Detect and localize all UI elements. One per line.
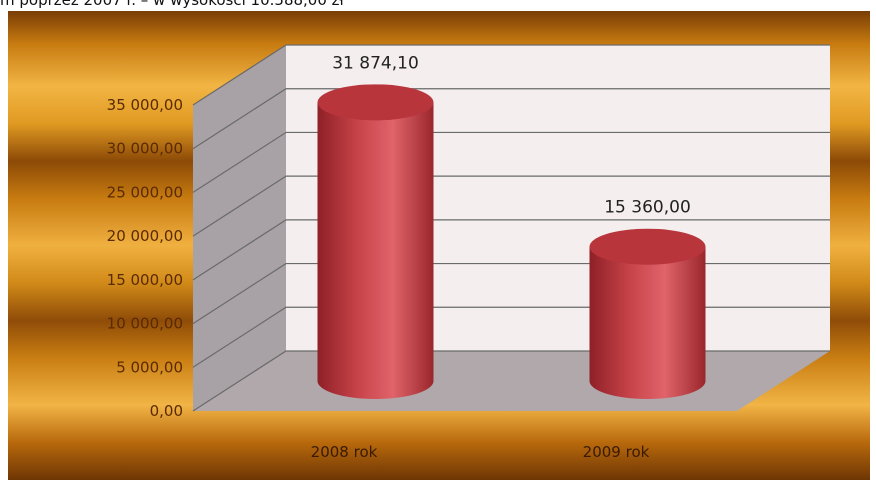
x-tick-label: 2008 rok xyxy=(311,443,378,461)
caption-fragment: m poprzez 2007 r. – w wysokości 10.588,0… xyxy=(0,0,344,9)
y-tick-label: 10 000,00 xyxy=(107,315,183,333)
side-wall xyxy=(193,45,286,411)
y-tick-label: 0,00 xyxy=(150,402,183,420)
y-tick-label: 15 000,00 xyxy=(107,271,183,289)
gridline xyxy=(192,88,830,150)
bar-1 xyxy=(317,84,434,400)
gridline xyxy=(192,131,830,193)
floor xyxy=(193,351,830,411)
y-tick-label: 35 000,00 xyxy=(107,96,183,114)
bar-body xyxy=(589,246,706,399)
x-tick-label: 2009 rok xyxy=(583,443,650,461)
y-tick-label: 5 000,00 xyxy=(116,358,183,376)
y-tick-label: 30 000,00 xyxy=(107,140,183,158)
y-tick-label: 25 000,00 xyxy=(107,183,183,201)
bar-chart: 0,00 5 000,00 10 000,00 15 000,00 20 000,00 2… xyxy=(107,44,830,461)
data-label: 15 360,00 xyxy=(604,198,691,218)
gridline xyxy=(192,44,830,106)
chart-frame: 0,00 5 000,00 10 000,00 15 000,00 20 000,00 2… xyxy=(8,11,870,480)
x-axis-ticks: 2008 rok 2009 rok xyxy=(311,443,650,461)
y-axis-ticks: 0,00 5 000,00 10 000,00 15 000,00 20 000,00 2… xyxy=(107,96,183,420)
bar-2 xyxy=(589,228,706,399)
chart-walls xyxy=(193,45,830,411)
bar-body xyxy=(317,102,434,400)
gridline xyxy=(192,219,830,281)
bars xyxy=(317,84,706,400)
y-tick-label: 20 000,00 xyxy=(107,227,183,245)
data-labels: 31 874,10 15 360,00 xyxy=(332,53,691,217)
data-label: 31 874,10 xyxy=(332,53,419,73)
gridline xyxy=(192,175,830,237)
bar-top xyxy=(317,84,434,121)
bar-top xyxy=(589,228,706,265)
